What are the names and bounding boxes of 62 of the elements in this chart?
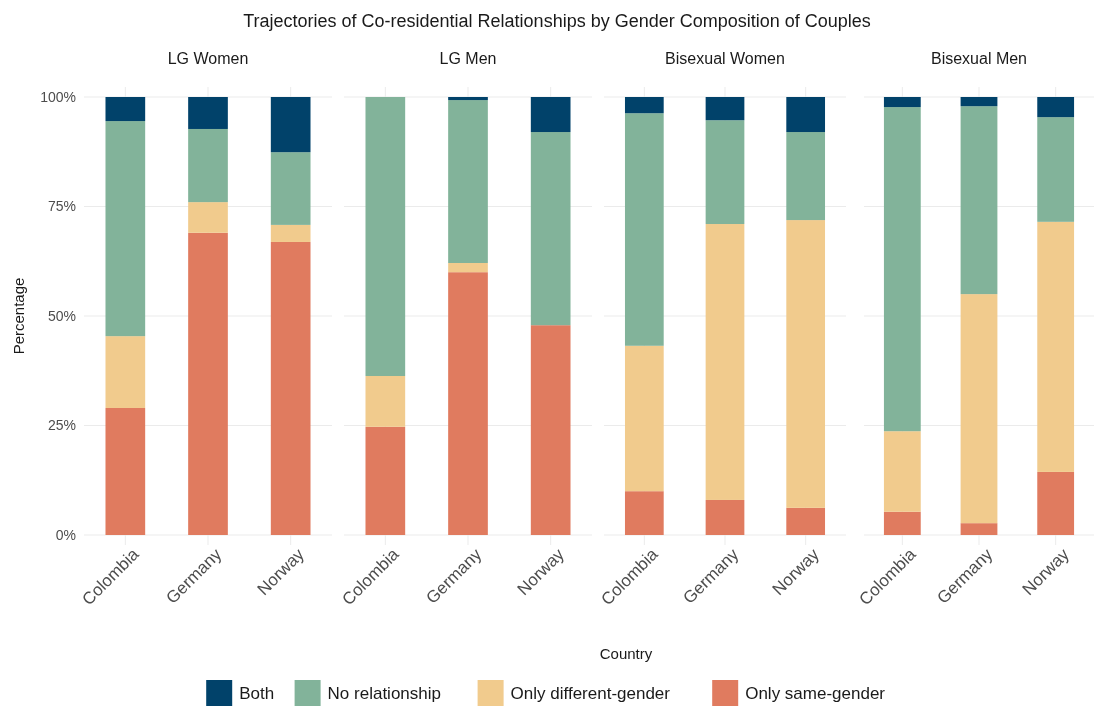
bar [365,376,406,427]
x-axis-title: Country [599,645,653,662]
chart-subtitle: Bisexual Women [665,50,785,67]
bar [448,263,488,273]
legend-label: Both [239,683,275,703]
bar [705,224,745,500]
chart-subtitle: LG Women [167,50,249,67]
bar [705,120,745,225]
legend-label: No relationship [327,683,442,703]
y-tick-label: 100% [40,88,76,105]
text: Trajectories of Co-residential Relationships by Gender Composition of Couples [243,11,871,31]
bar [105,407,146,535]
bar [448,97,488,101]
bar [448,272,488,535]
bar [883,97,921,108]
bar [705,97,745,121]
bar [105,336,146,408]
bar [530,132,571,326]
bar [188,97,228,129]
bar [188,202,228,233]
y-tick-label: 0% [55,526,76,543]
legend-label: Only same-gender [745,683,886,703]
bar [530,97,571,133]
legend-label: Only different-gender [510,683,671,703]
bar [270,241,311,535]
bar [188,232,228,535]
bar [883,107,921,432]
bar [448,100,488,263]
bar [624,97,664,114]
bar [1037,97,1075,118]
bar [270,97,311,153]
y-tick-label: 75% [47,198,76,215]
chart-subtitle: Bisexual Men [930,50,1028,67]
y-tick-label: 50% [47,307,76,324]
bar [883,511,921,535]
y-tick-label: 25% [47,417,76,434]
bar [705,499,745,535]
bar [960,97,998,107]
bar [1037,471,1075,535]
bar [624,345,664,492]
chart-subtitle: LG Men [439,50,497,67]
bar [105,97,146,122]
bar [624,113,664,346]
bar [1037,221,1075,472]
bar [270,152,311,225]
bar [270,224,311,242]
y-axis-title: Percentage [10,277,27,355]
bar [883,431,921,512]
bar [960,294,998,524]
bar [530,325,571,535]
bar [786,507,826,535]
bar [960,106,998,295]
bar [624,491,664,535]
bar [365,97,406,377]
bar [188,128,228,203]
bar [365,426,406,535]
bar [105,121,146,337]
bar [786,97,826,133]
bar [786,220,826,508]
bar [960,523,998,535]
bar [1037,117,1075,222]
bar [786,132,826,221]
